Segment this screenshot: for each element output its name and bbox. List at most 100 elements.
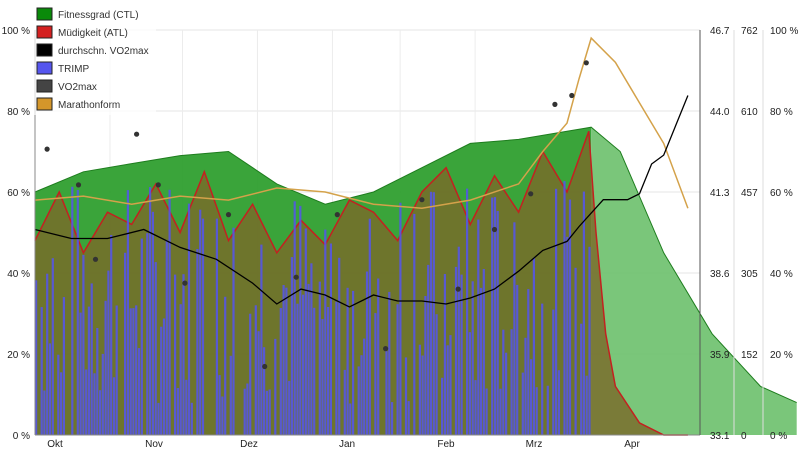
trimp-bar	[135, 305, 138, 435]
trimp-bar	[288, 380, 291, 435]
trimp-bar	[391, 402, 394, 435]
trimp-bar	[588, 246, 591, 435]
trimp-bar	[129, 308, 132, 435]
x-tick-label: Apr	[624, 439, 640, 450]
trimp-bar	[552, 309, 555, 435]
trimp-bar	[40, 307, 43, 435]
vo2max-point	[75, 182, 82, 188]
trimp-bar	[474, 380, 477, 435]
trimp-bar	[268, 389, 271, 435]
trimp-bar	[346, 287, 349, 435]
legend-swatch-avg_vo2	[36, 43, 53, 57]
trimp-bar	[441, 377, 444, 435]
trimp-bar	[115, 305, 118, 435]
trimp-bar	[307, 283, 310, 435]
trimp-bar	[363, 338, 366, 435]
vo2max-point	[92, 256, 99, 262]
vo2max-point	[583, 60, 589, 66]
trimp-bar	[96, 328, 99, 435]
trimp-bar	[493, 197, 497, 435]
vo2max-point	[225, 212, 232, 218]
vo2max-point	[334, 212, 340, 218]
legend-label-vo2: VO2max	[58, 82, 97, 93]
trimp-bar	[446, 345, 449, 435]
trimp-bar	[502, 329, 505, 435]
trimp-bar	[302, 294, 305, 435]
vo2max-point	[44, 146, 50, 152]
trimp-bar	[318, 281, 321, 435]
x-tick-label: Dez	[240, 439, 258, 450]
trimp-bar	[60, 372, 63, 435]
trimp-bar	[124, 252, 127, 435]
trimp-bar	[299, 205, 302, 435]
legend-label-marathon: Marathonform	[58, 100, 120, 111]
trimp-tick: 0	[741, 431, 747, 442]
trimp-bar	[310, 263, 313, 435]
x-tick-label: Mrz	[526, 439, 543, 450]
trimp-bar	[112, 377, 116, 435]
x-tick-label: Okt	[47, 439, 63, 450]
trimp-bar	[304, 228, 307, 435]
trimp-bar	[585, 375, 588, 435]
trimp-bar	[555, 188, 558, 435]
trimp-bar	[427, 264, 430, 435]
trimp-bar	[218, 375, 221, 435]
trimp-bar	[374, 313, 377, 435]
trimp-bar	[48, 343, 52, 435]
x-tick-label: Jan	[339, 439, 355, 450]
trimp-bar	[557, 370, 560, 435]
vo2max-point	[491, 226, 498, 233]
trimp-bar	[368, 218, 371, 435]
trimp-bar	[160, 326, 163, 435]
trimp-bars	[35, 181, 591, 435]
vo2max-point	[455, 286, 461, 292]
left-percent-tick: 100 %	[2, 26, 30, 37]
trimp-bar	[457, 246, 460, 435]
trimp-bar	[349, 403, 352, 435]
trimp-bar	[140, 238, 143, 435]
trimp-bar	[285, 287, 288, 435]
trimp-bar	[435, 314, 438, 435]
trimp-bar	[321, 319, 324, 435]
trimp-bar	[510, 329, 513, 435]
trimp-bar	[357, 366, 360, 435]
trimp-bar	[454, 266, 458, 435]
legend-label-ctl: Fitnessgrad (CTL)	[58, 10, 139, 21]
vo2max-point	[134, 131, 140, 137]
trimp-bar	[574, 267, 577, 435]
trimp-bar	[265, 390, 268, 435]
trimp-bar	[432, 192, 435, 435]
trimp-tick: 762	[741, 26, 758, 37]
trimp-bar	[513, 222, 516, 435]
trimp-bar	[293, 201, 296, 435]
trimp-bar	[566, 236, 569, 435]
trimp-bar	[485, 388, 488, 435]
trimp-bar	[327, 307, 330, 435]
trimp-bar	[43, 390, 46, 435]
trimp-bar	[263, 347, 266, 435]
trimp-bar	[466, 188, 469, 435]
trimp-bar	[477, 219, 480, 435]
trimp-bar	[85, 369, 88, 435]
trimp-bar	[568, 199, 572, 435]
vo2max-tick: 35.9	[710, 350, 730, 361]
trimp-bar	[93, 373, 96, 435]
trimp-bar	[274, 338, 277, 435]
trimp-bar	[505, 352, 508, 435]
trimp-bar	[471, 281, 474, 435]
vo2max-tick: 46.7	[710, 26, 730, 37]
trimp-bar	[137, 348, 141, 435]
trimp-bar	[313, 307, 316, 435]
vo2max-point	[182, 280, 188, 286]
trimp-bar	[76, 190, 79, 435]
trimp-bar	[407, 401, 410, 435]
trimp-bar	[215, 218, 218, 435]
trimp-bar	[365, 271, 369, 435]
trimp-bar	[499, 388, 502, 435]
trimp-bar	[541, 303, 544, 435]
left-percent-tick: 80 %	[7, 107, 30, 118]
trimp-bar	[87, 306, 90, 435]
right-percent-tick: 40 %	[770, 269, 793, 280]
trimp-bar	[388, 291, 391, 435]
